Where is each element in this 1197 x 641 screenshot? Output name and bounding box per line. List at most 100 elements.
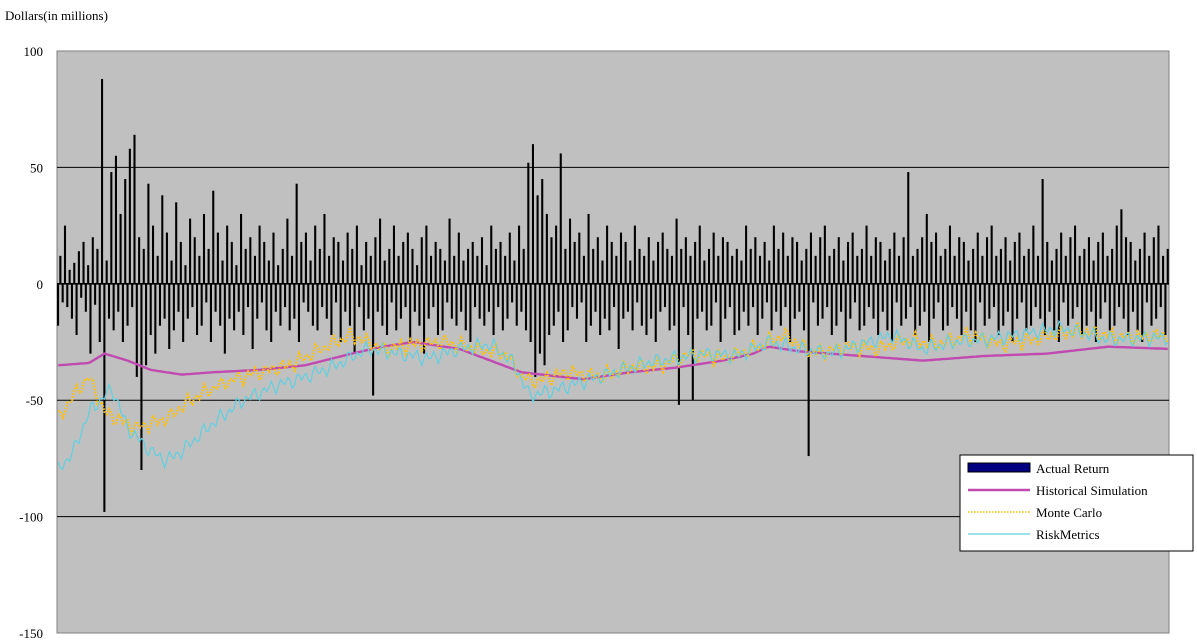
bar [1009, 260, 1012, 284]
bar [652, 260, 655, 284]
bar [684, 237, 687, 284]
bar [663, 283, 667, 308]
bar [712, 232, 715, 284]
bar [522, 248, 525, 284]
bar [406, 232, 409, 284]
bar [772, 225, 775, 284]
bar [552, 283, 555, 326]
bar [668, 283, 671, 331]
bar [1155, 283, 1158, 319]
bar [1166, 248, 1169, 284]
bar [124, 179, 127, 284]
bar [1094, 283, 1097, 342]
bar [286, 218, 289, 284]
bar [603, 283, 606, 319]
bar [429, 255, 433, 284]
bar [114, 155, 118, 284]
bar [68, 269, 71, 284]
bar [84, 283, 87, 312]
bar [601, 260, 604, 284]
bar [884, 260, 887, 284]
bar [1034, 283, 1037, 308]
bar [307, 283, 310, 312]
bar [1099, 283, 1102, 319]
bar [126, 283, 129, 326]
bar [240, 213, 243, 284]
bar [196, 283, 199, 336]
legend-swatch-actual-return [967, 462, 1031, 473]
bar [717, 255, 720, 284]
bar [142, 248, 145, 284]
bar [1062, 283, 1065, 303]
bar [779, 283, 782, 326]
bar [290, 255, 294, 284]
bar [339, 283, 342, 342]
bar [673, 283, 676, 326]
bar [344, 283, 347, 312]
bar [1101, 232, 1104, 284]
bar [536, 195, 539, 284]
bar [474, 283, 477, 308]
bar [1129, 241, 1132, 284]
bar [397, 255, 400, 284]
bar [657, 241, 660, 284]
bar [1060, 232, 1063, 284]
bar [518, 225, 521, 284]
bar [937, 283, 940, 303]
bar [321, 283, 324, 308]
bar [267, 260, 270, 284]
bar [177, 283, 180, 312]
bar [867, 283, 870, 308]
bar [304, 232, 307, 284]
bar [1164, 283, 1167, 336]
bar [381, 283, 384, 326]
bar [263, 241, 266, 284]
bar [763, 241, 766, 284]
y-tick--100: -100 [19, 510, 43, 525]
bar [172, 283, 175, 331]
bar [606, 225, 609, 284]
bar [555, 225, 558, 284]
bar [879, 241, 882, 284]
bar [161, 195, 164, 284]
bar [490, 225, 493, 284]
bar [534, 283, 537, 377]
bar [483, 283, 486, 326]
bar [846, 241, 850, 284]
bar [1138, 248, 1141, 284]
bar [661, 232, 664, 284]
bar [147, 183, 150, 284]
bar [529, 283, 532, 342]
bar [918, 283, 921, 326]
riskmetrics-line [57, 319, 1169, 471]
bar [580, 283, 583, 303]
bar [524, 283, 528, 331]
bar [976, 232, 979, 284]
bar [564, 248, 567, 284]
bar [694, 241, 697, 284]
bar [515, 283, 518, 326]
bar [1134, 260, 1137, 284]
bar [476, 255, 479, 284]
bar [416, 265, 419, 284]
bar [82, 241, 85, 284]
bar [958, 237, 961, 284]
bar [1016, 283, 1019, 319]
bar [420, 237, 423, 284]
bar [506, 283, 509, 319]
bar [1085, 283, 1088, 326]
bar [765, 283, 768, 303]
bar [508, 232, 511, 284]
bar [1162, 255, 1165, 284]
bar [1136, 283, 1139, 331]
bar [409, 283, 412, 342]
bar [568, 218, 572, 284]
bar [724, 283, 727, 319]
bar [1069, 237, 1072, 284]
bar [935, 232, 938, 284]
bar [1106, 255, 1109, 284]
bar [999, 248, 1002, 284]
legend-label-historical-simulation: Historical Simulation [1036, 483, 1148, 498]
bar [128, 148, 131, 284]
bar [617, 283, 620, 349]
